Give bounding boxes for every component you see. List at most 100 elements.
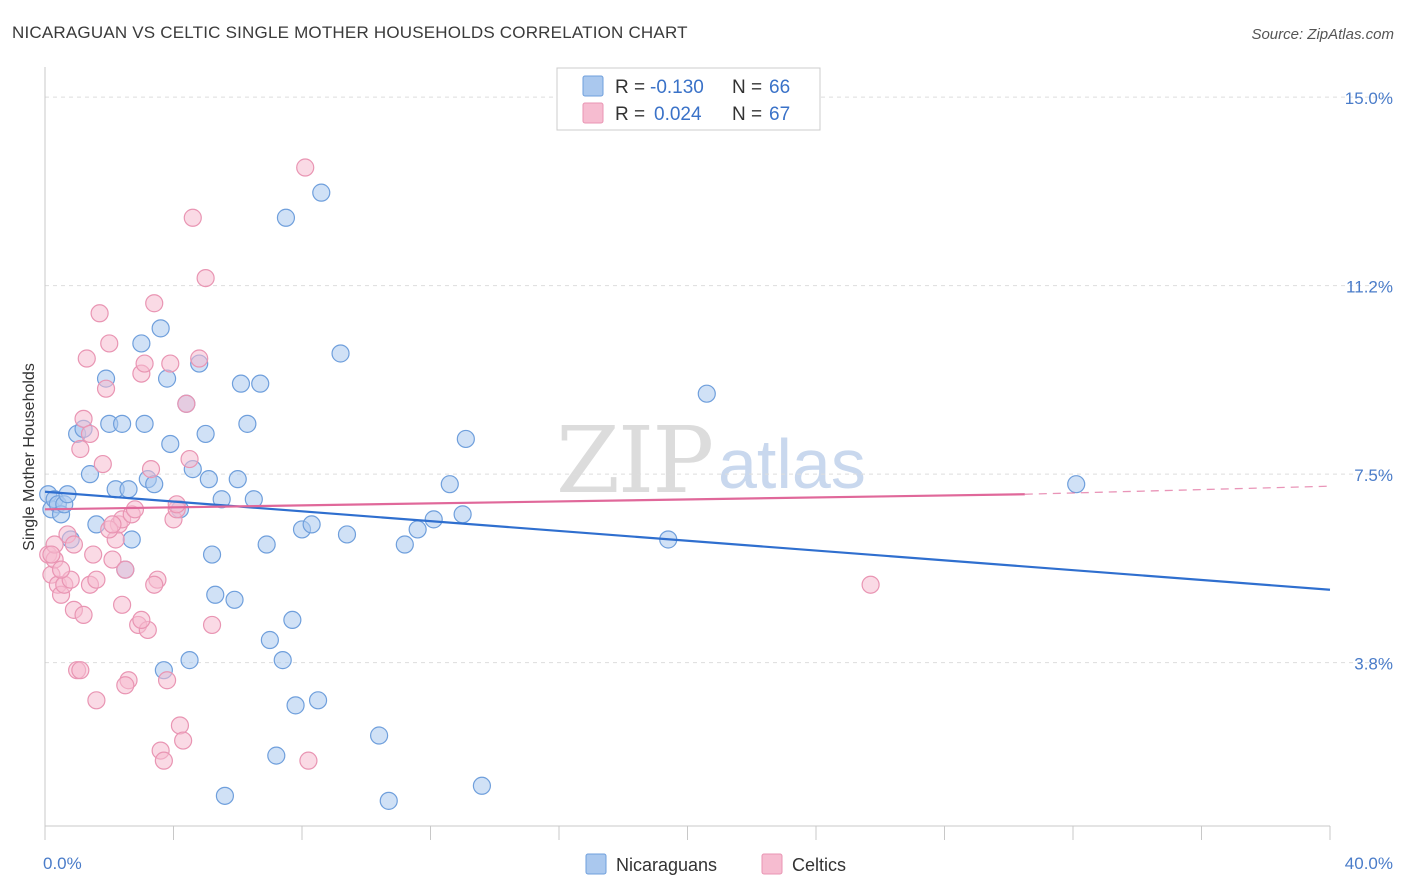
scatter-point-celtics <box>116 560 135 579</box>
scatter-point-nicaraguans <box>151 319 170 338</box>
scatter-point-celtics <box>84 545 103 564</box>
trend-line-nicaraguans <box>44 490 1331 591</box>
scatter-point-celtics <box>42 545 61 564</box>
axes <box>44 67 1331 840</box>
scatter-point-celtics <box>74 409 93 428</box>
scatter-point-celtics <box>141 460 161 479</box>
scatter-point-nicaraguans <box>257 535 276 554</box>
scatter-point-nicaraguans <box>273 651 292 670</box>
scatter-point-nicaraguans <box>228 470 247 489</box>
scatter-point-celtics <box>202 615 222 635</box>
scatter-point-nicaraguans <box>370 726 389 745</box>
scatter-point-celtics <box>80 424 100 444</box>
scatter-point-celtics <box>183 208 202 227</box>
scatter-point-celtics <box>145 575 164 594</box>
scatter-point-celtics <box>135 354 154 373</box>
scatter-point-celtics <box>170 716 190 735</box>
scatter-point-celtics <box>71 439 90 459</box>
legend-n-label-1: N = <box>732 77 762 98</box>
series-legend-label-celtics: Celtics <box>792 855 846 875</box>
y-axis-label: Single Mother Households <box>21 363 38 551</box>
scatter-point-celtics <box>154 751 173 770</box>
scatter-point-nicaraguans <box>135 414 154 433</box>
scatter-point-nicaraguans <box>196 424 215 444</box>
scatter-point-nicaraguans <box>180 651 199 670</box>
trend-lines <box>44 485 1331 591</box>
scatter-point-celtics <box>96 379 116 398</box>
scatter-point-nicaraguans <box>238 414 257 433</box>
legend-r-value-1: -0.130 <box>650 77 704 98</box>
scatter-point-celtics <box>132 610 151 630</box>
x-tick-label: 40.0% <box>1345 854 1393 873</box>
legend-r-label-1: R = <box>615 77 645 98</box>
scatter-point-celtics <box>90 304 109 323</box>
legend-r-value-2: 0.024 <box>654 104 702 125</box>
watermark: ZIP atlas <box>556 407 866 514</box>
scatter-point-nicaraguans <box>283 610 302 630</box>
scatter-point-nicaraguans <box>456 429 475 449</box>
y-tick-label: 7.5% <box>1354 466 1393 485</box>
scatter-point-celtics <box>100 334 119 353</box>
scatter-point-celtics <box>296 158 315 177</box>
scatter-point-nicaraguans <box>302 515 321 534</box>
scatter-point-nicaraguans <box>395 535 414 554</box>
scatter-point-nicaraguans <box>199 470 218 489</box>
series-legend-label-nicaraguans: Nicaraguans <box>616 855 717 875</box>
scatter-point-celtics <box>167 495 186 514</box>
scatter-point-celtics <box>71 661 90 680</box>
series-legend-swatch-nicaraguans <box>585 853 607 875</box>
scatter-point-celtics <box>299 751 318 770</box>
scatter-point-celtics <box>180 449 199 469</box>
scatter-point-celtics <box>125 500 145 519</box>
scatter-point-celtics <box>87 691 106 710</box>
scatter-point-celtics <box>77 349 96 368</box>
scatter-point-celtics <box>64 535 84 554</box>
scatter-point-nicaraguans <box>337 525 357 544</box>
correlation-legend: R = -0.130 N = 66 R = 0.024 N = 67 <box>556 67 821 131</box>
scatter-point-nicaraguans <box>312 183 331 202</box>
scatter-point-nicaraguans <box>231 374 251 393</box>
scatter-point-celtics <box>161 354 180 373</box>
scatter-point-nicaraguans <box>440 475 459 494</box>
scatter-point-celtics <box>177 394 196 413</box>
scatter-point-nicaraguans <box>331 344 350 363</box>
scatter-point-celtics <box>87 570 106 589</box>
scatter-point-celtics <box>157 671 177 690</box>
scatter-point-celtics <box>112 595 132 614</box>
series-legend-swatch-celtics <box>761 853 783 875</box>
scatter-point-nicaraguans <box>122 530 141 549</box>
chart-title: NICARAGUAN VS CELTIC SINGLE MOTHER HOUSE… <box>12 23 688 42</box>
scatter-point-nicaraguans <box>145 475 164 494</box>
scatter-point-celtics <box>174 731 193 750</box>
scatter-point-nicaraguans <box>132 334 151 353</box>
legend-n-label-2: N = <box>732 104 762 125</box>
chart-source: Source: ZipAtlas.com <box>1251 26 1394 43</box>
legend-r-label-2: R = <box>615 104 645 125</box>
scatter-point-nicaraguans <box>379 791 398 810</box>
legend-swatch-blue <box>582 75 604 97</box>
scatter-point-nicaraguans <box>308 691 328 710</box>
watermark-zip: ZIP <box>556 407 712 514</box>
y-tick-label: 3.8% <box>1354 655 1393 674</box>
scatter-point-nicaraguans <box>112 414 132 433</box>
scatter-point-nicaraguans <box>212 490 231 509</box>
y-tick-label: 15.0% <box>1345 89 1393 108</box>
legend-n-value-1: 66 <box>769 77 790 98</box>
scatter-point-celtics <box>103 550 122 569</box>
scatter-point-celtics <box>196 268 215 288</box>
scatter-point-celtics <box>51 560 71 579</box>
scatter-point-nicaraguans <box>119 480 138 499</box>
scatter-point-nicaraguans <box>215 786 234 805</box>
scatter-point-nicaraguans <box>157 369 177 388</box>
scatter-points <box>39 158 1086 810</box>
scatter-point-nicaraguans <box>260 630 279 650</box>
scatter-point-celtics <box>190 349 209 368</box>
watermark-atlas: atlas <box>718 425 866 503</box>
scatter-point-celtics <box>145 294 164 313</box>
scatter-point-nicaraguans <box>225 590 244 609</box>
scatter-point-nicaraguans <box>267 746 286 765</box>
legend-n-value-2: 67 <box>769 104 790 125</box>
scatter-point-nicaraguans <box>424 510 443 529</box>
series-legend: Nicaraguans Celtics <box>585 853 846 875</box>
